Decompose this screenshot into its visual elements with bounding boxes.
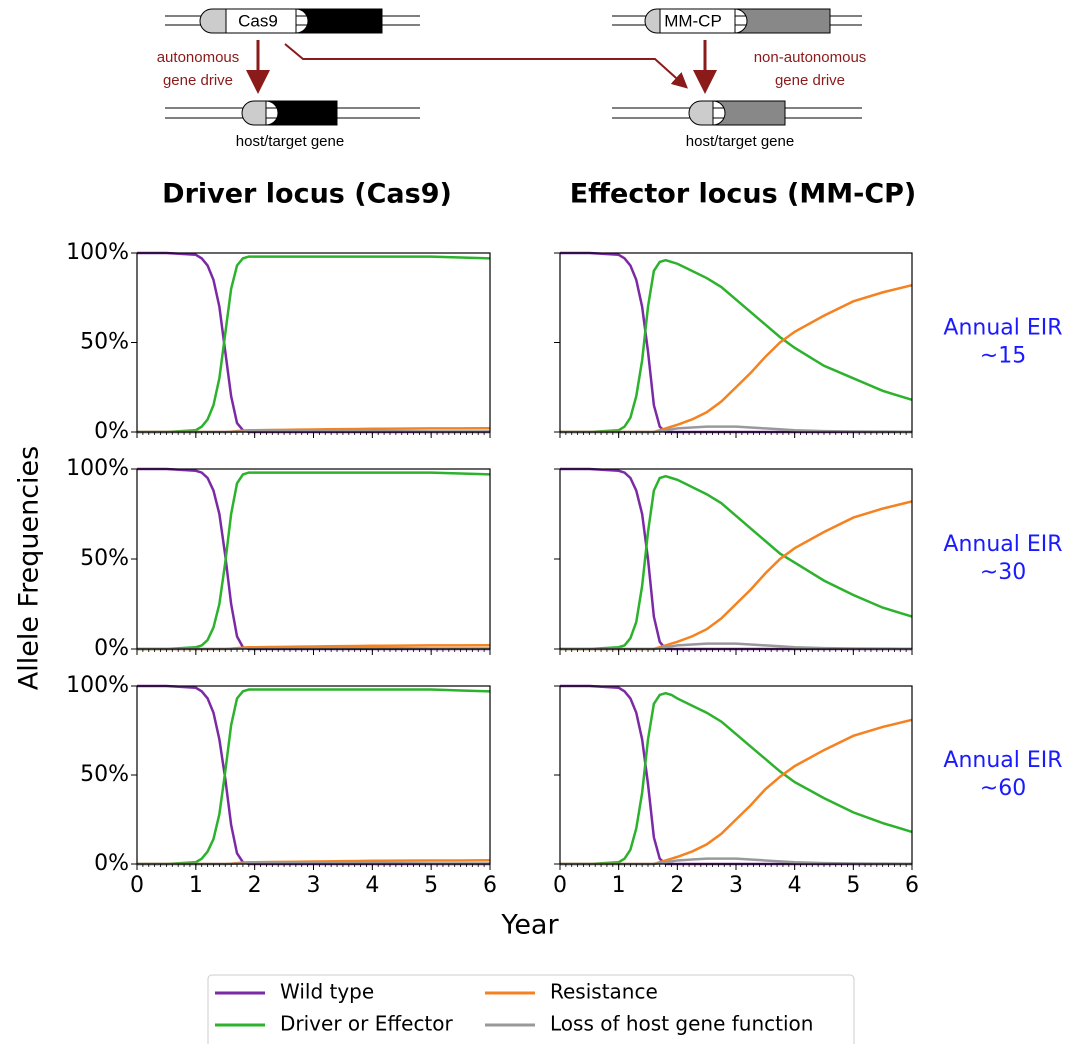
column-title: Driver locus (Cas9) [162,179,452,210]
x-tick-label: 2 [248,873,262,898]
plot-frame [559,468,913,650]
y-tick-label: 50% [80,330,129,355]
row-label: Annual EIR [943,532,1062,557]
x-tick-label: 0 [553,873,567,898]
column-title: Effector locus (MM-CP) [570,179,917,210]
line: Wild type [137,467,490,651]
y-tick-label: 100% [66,456,129,481]
legend-label: Loss of host gene function [550,1012,813,1036]
plot-frame [559,252,913,433]
legend-label: Resistance [550,980,658,1004]
x-tick-label: 1 [189,873,203,898]
x-axis-label: Year [500,910,559,941]
row-label: ~15 [980,344,1026,369]
row-label: ~60 [980,776,1026,801]
arrow-label: gene drive [163,72,233,89]
row-label: ~30 [980,560,1026,585]
effector-gene: MM-CP [664,11,722,30]
line: Driver or Effector [560,258,913,434]
x-tick-label: 4 [788,873,802,898]
legend-label: Driver or Effector [280,1012,454,1036]
y-tick-label: 50% [80,546,129,571]
line: Driver or Effector [137,471,491,651]
line: Wild type [137,251,490,434]
target-label: host/target gene [686,133,794,150]
y-tick-label: 0% [94,636,129,661]
x-tick-label: 4 [365,873,379,898]
plot-frame [136,468,491,650]
panel: Wild typeDriver or EffectorResistanceLos… [553,684,919,898]
row-label: Annual EIR [943,316,1062,341]
legend: Wild type Resistance Driver or Effector Los… [207,974,855,1044]
x-tick-label: 5 [846,873,860,898]
line: Wild type [560,684,912,866]
line: Driver or Effector [560,474,913,651]
x-tick-label: 1 [612,873,626,898]
driver-gene: Cas9 [238,11,278,30]
line: Driver or Effector [137,688,491,866]
target-label: host/target gene [236,133,344,150]
y-tick-label: 100% [66,240,129,265]
x-tick-label: 3 [729,873,743,898]
arrow-label: non-autonomous [754,49,867,66]
panel: Wild typeDriver or EffectorResistanceLos… [554,467,913,655]
diagram: Cas9 autonomous gene drive host/target g… [157,8,867,150]
panel: Wild typeDriver or EffectorResistanceLos… [66,456,491,661]
y-axis-label: Allele Frequencies [14,446,45,690]
arrow-label: autonomous [157,49,240,66]
y-tick-label: 100% [66,673,129,698]
plot-frame [559,685,913,865]
line: Resistance [560,718,913,866]
y-tick-label: 0% [94,419,129,444]
line: Wild type [560,467,912,651]
arrow-label: gene drive [775,72,845,89]
line: Resistance [560,500,913,651]
x-tick-label: 3 [307,873,321,898]
plot-frame [136,685,491,865]
x-tick-label: 5 [424,873,438,898]
line: Wild type [560,251,912,434]
panel: Wild typeDriver or EffectorResistanceLos… [554,251,913,438]
x-tick-label: 6 [905,873,919,898]
y-tick-label: 50% [80,762,129,787]
panel: Wild typeDriver or EffectorResistanceLos… [66,673,497,898]
panel: Wild typeDriver or EffectorResistanceLos… [66,240,491,444]
row-label: Annual EIR [943,748,1062,773]
line: Resistance [560,284,913,434]
line: Driver or Effector [560,691,913,866]
x-tick-label: 2 [670,873,684,898]
line: Wild type [137,684,490,866]
legend-label: Wild type [280,980,374,1004]
x-tick-label: 0 [130,873,144,898]
line: Driver or Effector [137,255,491,434]
y-tick-label: 0% [94,851,129,876]
x-tick-label: 6 [483,873,497,898]
plot-frame [136,252,491,433]
